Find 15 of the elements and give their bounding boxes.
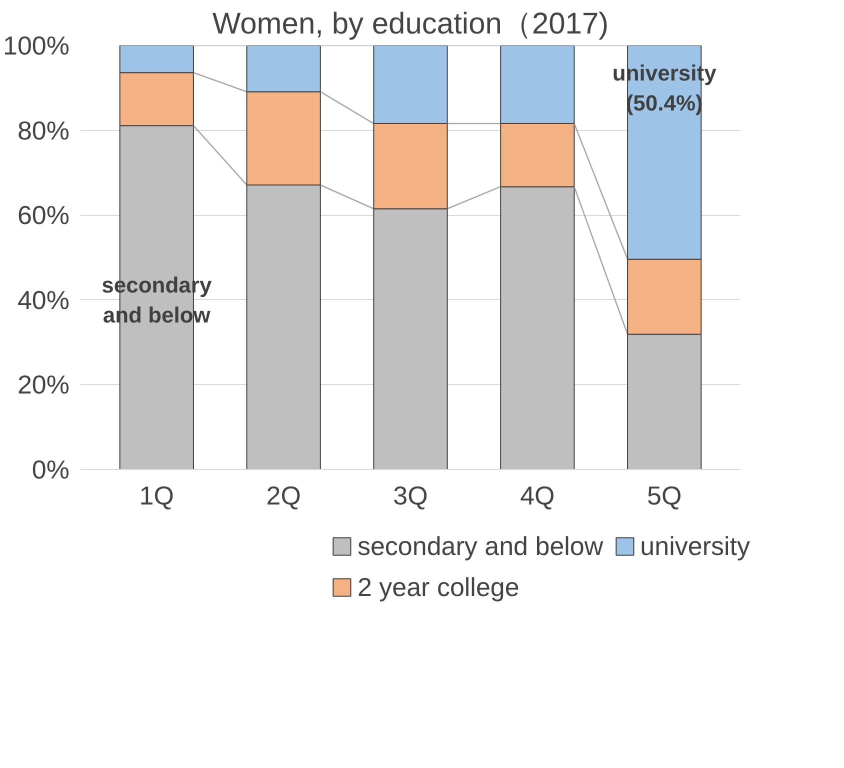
y-tick-label: 40% — [17, 284, 70, 315]
legend-label: 2 year college — [357, 572, 520, 602]
chart-title: Women, by education（2017) — [212, 8, 609, 40]
y-tick-label: 20% — [17, 370, 70, 400]
legend-label: secondary and below — [357, 530, 604, 562]
legend-label: university — [640, 530, 750, 562]
y-tick-label: 100% — [3, 30, 70, 60]
x-tick-label: 2Q — [266, 480, 301, 510]
y-tick-label: 0% — [32, 454, 70, 484]
x-tick-label: 5Q — [647, 480, 682, 510]
y-tick-label: 60% — [17, 200, 70, 230]
x-tick-label: 1Q — [139, 480, 174, 510]
y-tick-label: 80% — [17, 115, 70, 146]
x-tick-label: 4Q — [520, 480, 555, 510]
x-tick-label: 3Q — [393, 480, 428, 510]
